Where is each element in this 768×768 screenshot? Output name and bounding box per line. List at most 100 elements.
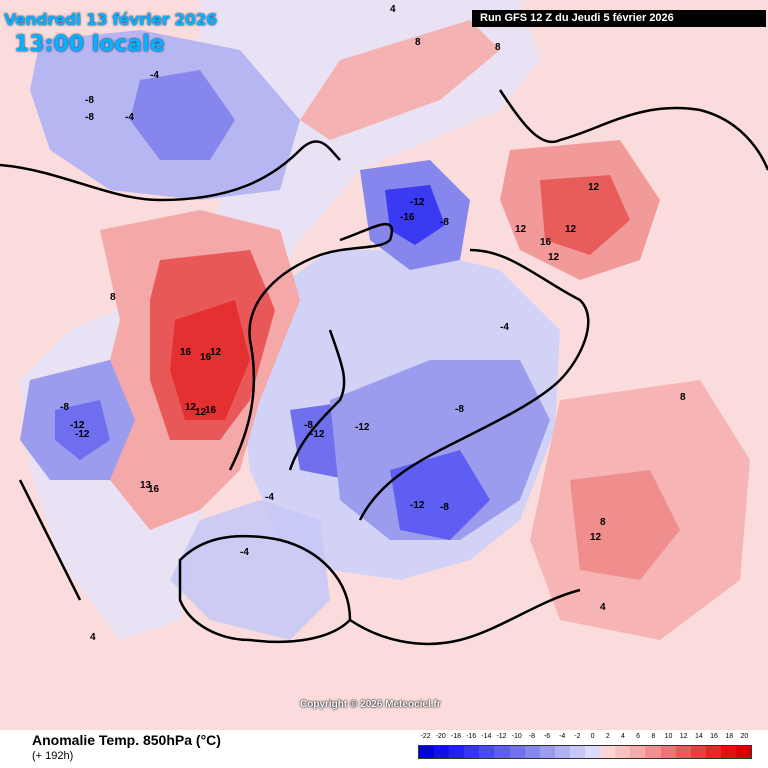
legend-swatch — [479, 746, 495, 758]
svg-text:-12: -12 — [75, 429, 90, 440]
legend-swatch — [660, 746, 676, 758]
legend-tick-label: 2 — [605, 733, 610, 740]
legend-swatch — [690, 746, 706, 758]
legend-swatch — [449, 746, 465, 758]
west-us-cold-core — [55, 400, 110, 460]
svg-text:-12: -12 — [310, 429, 325, 440]
svg-text:12: 12 — [590, 532, 602, 543]
coastlines — [0, 89, 768, 646]
copyright: Copyright © 2026 Meteociel.fr — [300, 699, 441, 710]
legend-tick-label: -4 — [559, 733, 566, 740]
legend-swatch — [464, 746, 480, 758]
legend-swatch — [539, 746, 555, 758]
legend-tick-labels: -22 -20 -18 -16 -14 -12 -10 -8 -6 -4 -2 0 2 4 6 8 10 12 14… — [418, 733, 752, 743]
legend-swatch — [419, 746, 435, 758]
svg-text:4: 4 — [90, 632, 96, 643]
legend-tick-label: -22 — [420, 733, 431, 740]
svg-text:12: 12 — [195, 407, 207, 418]
legend-tick-label: 14 — [694, 733, 703, 740]
legend-swatch — [494, 746, 510, 758]
legend-tick-label: 20 — [740, 733, 749, 740]
legend-swatch — [600, 746, 616, 758]
middle-east-warm-core — [570, 470, 680, 580]
svg-text:12: 12 — [185, 402, 197, 413]
svg-text:12: 12 — [548, 252, 560, 263]
svg-text:8: 8 — [415, 37, 421, 48]
legend-swatch — [434, 746, 450, 758]
svg-text:4: 4 — [390, 4, 396, 15]
svg-text:-8: -8 — [85, 95, 94, 106]
legend-tick-label: 0 — [590, 733, 595, 740]
lead-time: (+ 192h) — [32, 750, 74, 762]
legend-tick-label: -12 — [496, 733, 507, 740]
svg-text:13: 13 — [140, 480, 152, 491]
svg-text:-4: -4 — [150, 70, 159, 81]
svg-text:-4: -4 — [500, 322, 509, 333]
legend-tick-label: 16 — [710, 733, 718, 740]
svg-text:-8: -8 — [60, 402, 69, 413]
svg-text:16: 16 — [200, 352, 212, 363]
svg-text:-12: -12 — [410, 500, 425, 511]
svg-text:12: 12 — [588, 182, 600, 193]
svg-text:-12: -12 — [355, 422, 370, 433]
anomaly-map: -8 -4 -8 -4 4 8 12 16 16 12 16 12 -8 -12… — [0, 0, 768, 730]
legend-tick-label: 6 — [636, 733, 641, 740]
svg-text:-4: -4 — [240, 547, 249, 558]
svg-text:-8: -8 — [455, 404, 464, 415]
legend-swatch — [524, 746, 540, 758]
legend-swatch — [630, 746, 646, 758]
parameter-title: Anomalie Temp. 850hPa (°C) — [32, 732, 221, 748]
east-asia-warm-core — [540, 175, 630, 255]
forecast-date: Vendredi 13 février 2026 — [4, 10, 217, 29]
forecast-local-time: 13:00 locale — [14, 32, 165, 57]
legend-tick-label: -20 — [435, 733, 446, 740]
svg-text:-4: -4 — [125, 112, 134, 123]
legend-tick-label: 10 — [664, 733, 673, 740]
svg-text:12: 12 — [515, 224, 527, 235]
alaska-cold-core — [130, 70, 235, 160]
svg-text:16: 16 — [180, 347, 192, 358]
legend-swatch — [735, 746, 752, 758]
pacific-warm-strip — [300, 20, 500, 140]
svg-text:8: 8 — [495, 42, 501, 53]
legend-tick-label: 4 — [621, 733, 625, 740]
map-labels: -8 -4 -8 -4 4 8 12 16 16 12 16 12 -8 -12… — [60, 4, 686, 643]
svg-text:8: 8 — [600, 517, 606, 528]
svg-text:-12: -12 — [410, 197, 425, 208]
siberia-cold-core — [385, 185, 445, 245]
legend-swatch — [509, 746, 525, 758]
legend-tick-label: -10 — [511, 733, 522, 740]
legend-swatch — [615, 746, 631, 758]
legend-tick-label: -2 — [574, 733, 581, 740]
svg-text:-4: -4 — [265, 492, 274, 503]
run-info: Run GFS 12 Z du Jeudi 5 février 2026 — [472, 10, 766, 27]
legend-tick-label: 18 — [725, 733, 734, 740]
svg-text:8: 8 — [110, 292, 116, 303]
svg-text:8: 8 — [680, 392, 686, 403]
svg-text:4: 4 — [600, 602, 606, 613]
legend-swatch — [585, 746, 601, 758]
legend-tick-label: -6 — [543, 733, 551, 740]
svg-text:16: 16 — [540, 237, 552, 248]
footer: Anomalie Temp. 850hPa (°C) (+ 192h) -22-… — [0, 730, 768, 768]
atlantic-cold — [170, 500, 330, 640]
legend-swatch — [554, 746, 570, 758]
canada-warm-hot — [170, 300, 250, 420]
legend-swatch — [705, 746, 721, 758]
svg-text:-8: -8 — [85, 112, 94, 123]
legend-tick-label: 8 — [651, 733, 656, 740]
svg-text:-8: -8 — [440, 217, 449, 228]
legend-tick-label: -16 — [466, 733, 477, 740]
legend-tick-label: 12 — [679, 733, 688, 740]
scandinavia-cold — [390, 450, 490, 540]
legend-swatch — [645, 746, 661, 758]
svg-text:16: 16 — [148, 484, 160, 495]
svg-text:-8: -8 — [304, 420, 313, 431]
svg-text:-8: -8 — [440, 502, 449, 513]
legend-tick-label: -14 — [481, 733, 492, 740]
legend-swatch — [675, 746, 691, 758]
legend-swatch — [569, 746, 586, 758]
legend-tick-label: -8 — [528, 733, 535, 740]
legend-swatch — [720, 746, 736, 758]
svg-text:16: 16 — [205, 405, 217, 416]
